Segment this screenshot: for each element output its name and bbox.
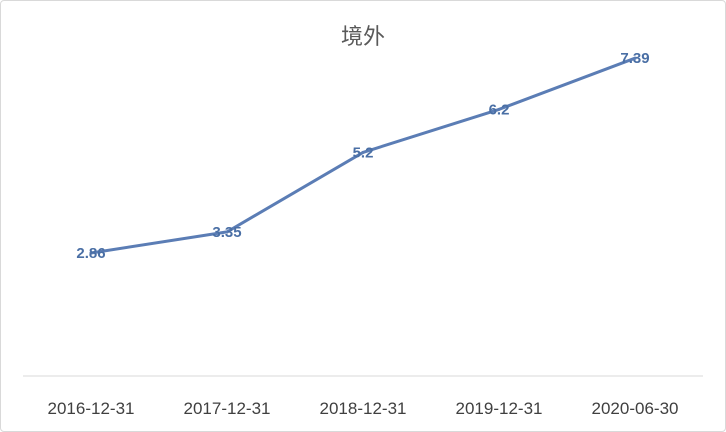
x-tick-label: 2016-12-31: [48, 399, 135, 418]
data-label: 2.86: [76, 245, 105, 262]
x-tick-label: 2019-12-31: [456, 399, 543, 418]
x-tick-label: 2018-12-31: [320, 399, 407, 418]
data-point: [89, 251, 93, 255]
data-point: [633, 56, 637, 60]
data-point: [361, 150, 365, 154]
data-label: 7.39: [620, 50, 649, 67]
data-label: 3.35: [212, 224, 241, 241]
x-tick-label: 2017-12-31: [184, 399, 271, 418]
data-label: 6.2: [489, 101, 510, 118]
chart-title: 境外: [340, 25, 385, 50]
data-point: [225, 230, 229, 234]
data-point: [497, 107, 501, 111]
x-tick-label: 2020-06-30: [592, 399, 679, 418]
data-label: 5.2: [353, 144, 374, 161]
